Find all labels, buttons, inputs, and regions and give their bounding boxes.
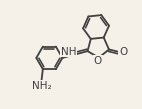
Text: NH₂: NH₂: [32, 81, 51, 91]
Text: O: O: [119, 47, 127, 57]
Text: O: O: [94, 56, 102, 66]
Text: NH: NH: [61, 47, 76, 57]
